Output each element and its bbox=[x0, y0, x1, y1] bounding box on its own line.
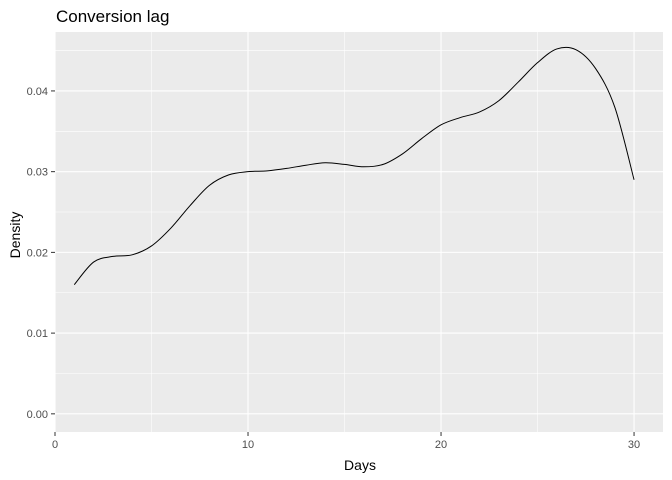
x-tick-label: 30 bbox=[628, 439, 640, 451]
x-tick-label: 0 bbox=[52, 439, 58, 451]
x-axis: 0 10 20 30 bbox=[52, 432, 640, 451]
y-axis-title: Density bbox=[7, 212, 23, 259]
y-tick-label: 0.03 bbox=[27, 167, 48, 179]
x-axis-title: Days bbox=[344, 457, 376, 473]
density-curve bbox=[73, 46, 635, 285]
chart-title: Conversion lag bbox=[56, 7, 169, 26]
y-tick-label: 0.04 bbox=[27, 86, 48, 98]
y-tick-label: 0.00 bbox=[27, 409, 48, 421]
y-tick-label: 0.01 bbox=[27, 328, 48, 340]
y-axis: 0.00 0.01 0.02 0.03 0.04 bbox=[27, 86, 55, 421]
x-tick-label: 20 bbox=[435, 439, 447, 451]
y-tick-label: 0.02 bbox=[27, 247, 48, 259]
gridlines bbox=[54, 32, 663, 432]
x-tick-label: 10 bbox=[242, 439, 254, 451]
plot-panel bbox=[55, 32, 663, 432]
